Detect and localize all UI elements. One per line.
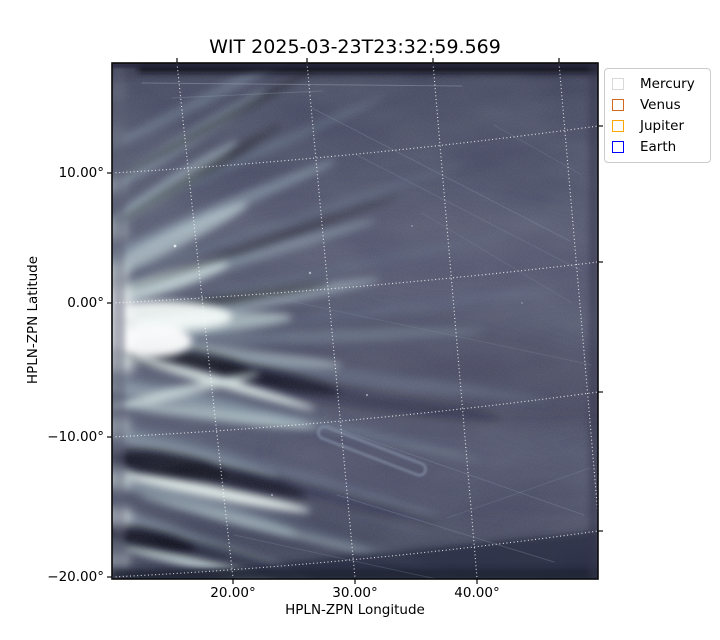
edge-strips	[112, 63, 598, 579]
x-tick-label: 40.00°	[454, 585, 500, 601]
y-axis-label: HPLN-ZPN Latitude	[25, 255, 41, 385]
axes-frame	[111, 62, 599, 580]
hairpin-trail	[317, 425, 427, 477]
y-tick-label: −10.00°	[47, 429, 104, 445]
legend-marker-square	[612, 141, 624, 153]
legend-item: Earth	[612, 137, 703, 157]
x-tick-label: 20.00°	[210, 585, 256, 601]
y-tick-label: −20.00°	[47, 569, 104, 585]
x-axis-label: HPLN-ZPN Longitude	[285, 602, 425, 618]
x-tick-label: 30.00°	[332, 585, 378, 601]
legend-marker-square	[612, 120, 624, 132]
image-art	[112, 63, 598, 579]
legend-item: Mercury	[612, 74, 703, 94]
y-tick-label: 10.00°	[58, 165, 104, 181]
axis-ticks	[107, 58, 603, 584]
legend-item: Jupiter	[612, 116, 703, 136]
heliospheric-image	[107, 58, 603, 584]
legend-item-label: Venus	[640, 97, 681, 113]
legend-item-label: Earth	[640, 139, 677, 155]
legend-item: Venus	[612, 95, 703, 115]
legend: Mercury Venus Jupiter Earth	[604, 68, 711, 163]
legend-marker-square	[612, 99, 624, 111]
plot-title: WIT 2025-03-23T23:32:59.569	[209, 36, 501, 58]
legend-item-label: Mercury	[640, 76, 695, 92]
coordinate-grid	[112, 63, 598, 579]
plot-area	[107, 58, 603, 584]
legend-item-label: Jupiter	[640, 118, 685, 134]
legend-marker-square	[612, 78, 624, 90]
stars	[173, 225, 523, 497]
